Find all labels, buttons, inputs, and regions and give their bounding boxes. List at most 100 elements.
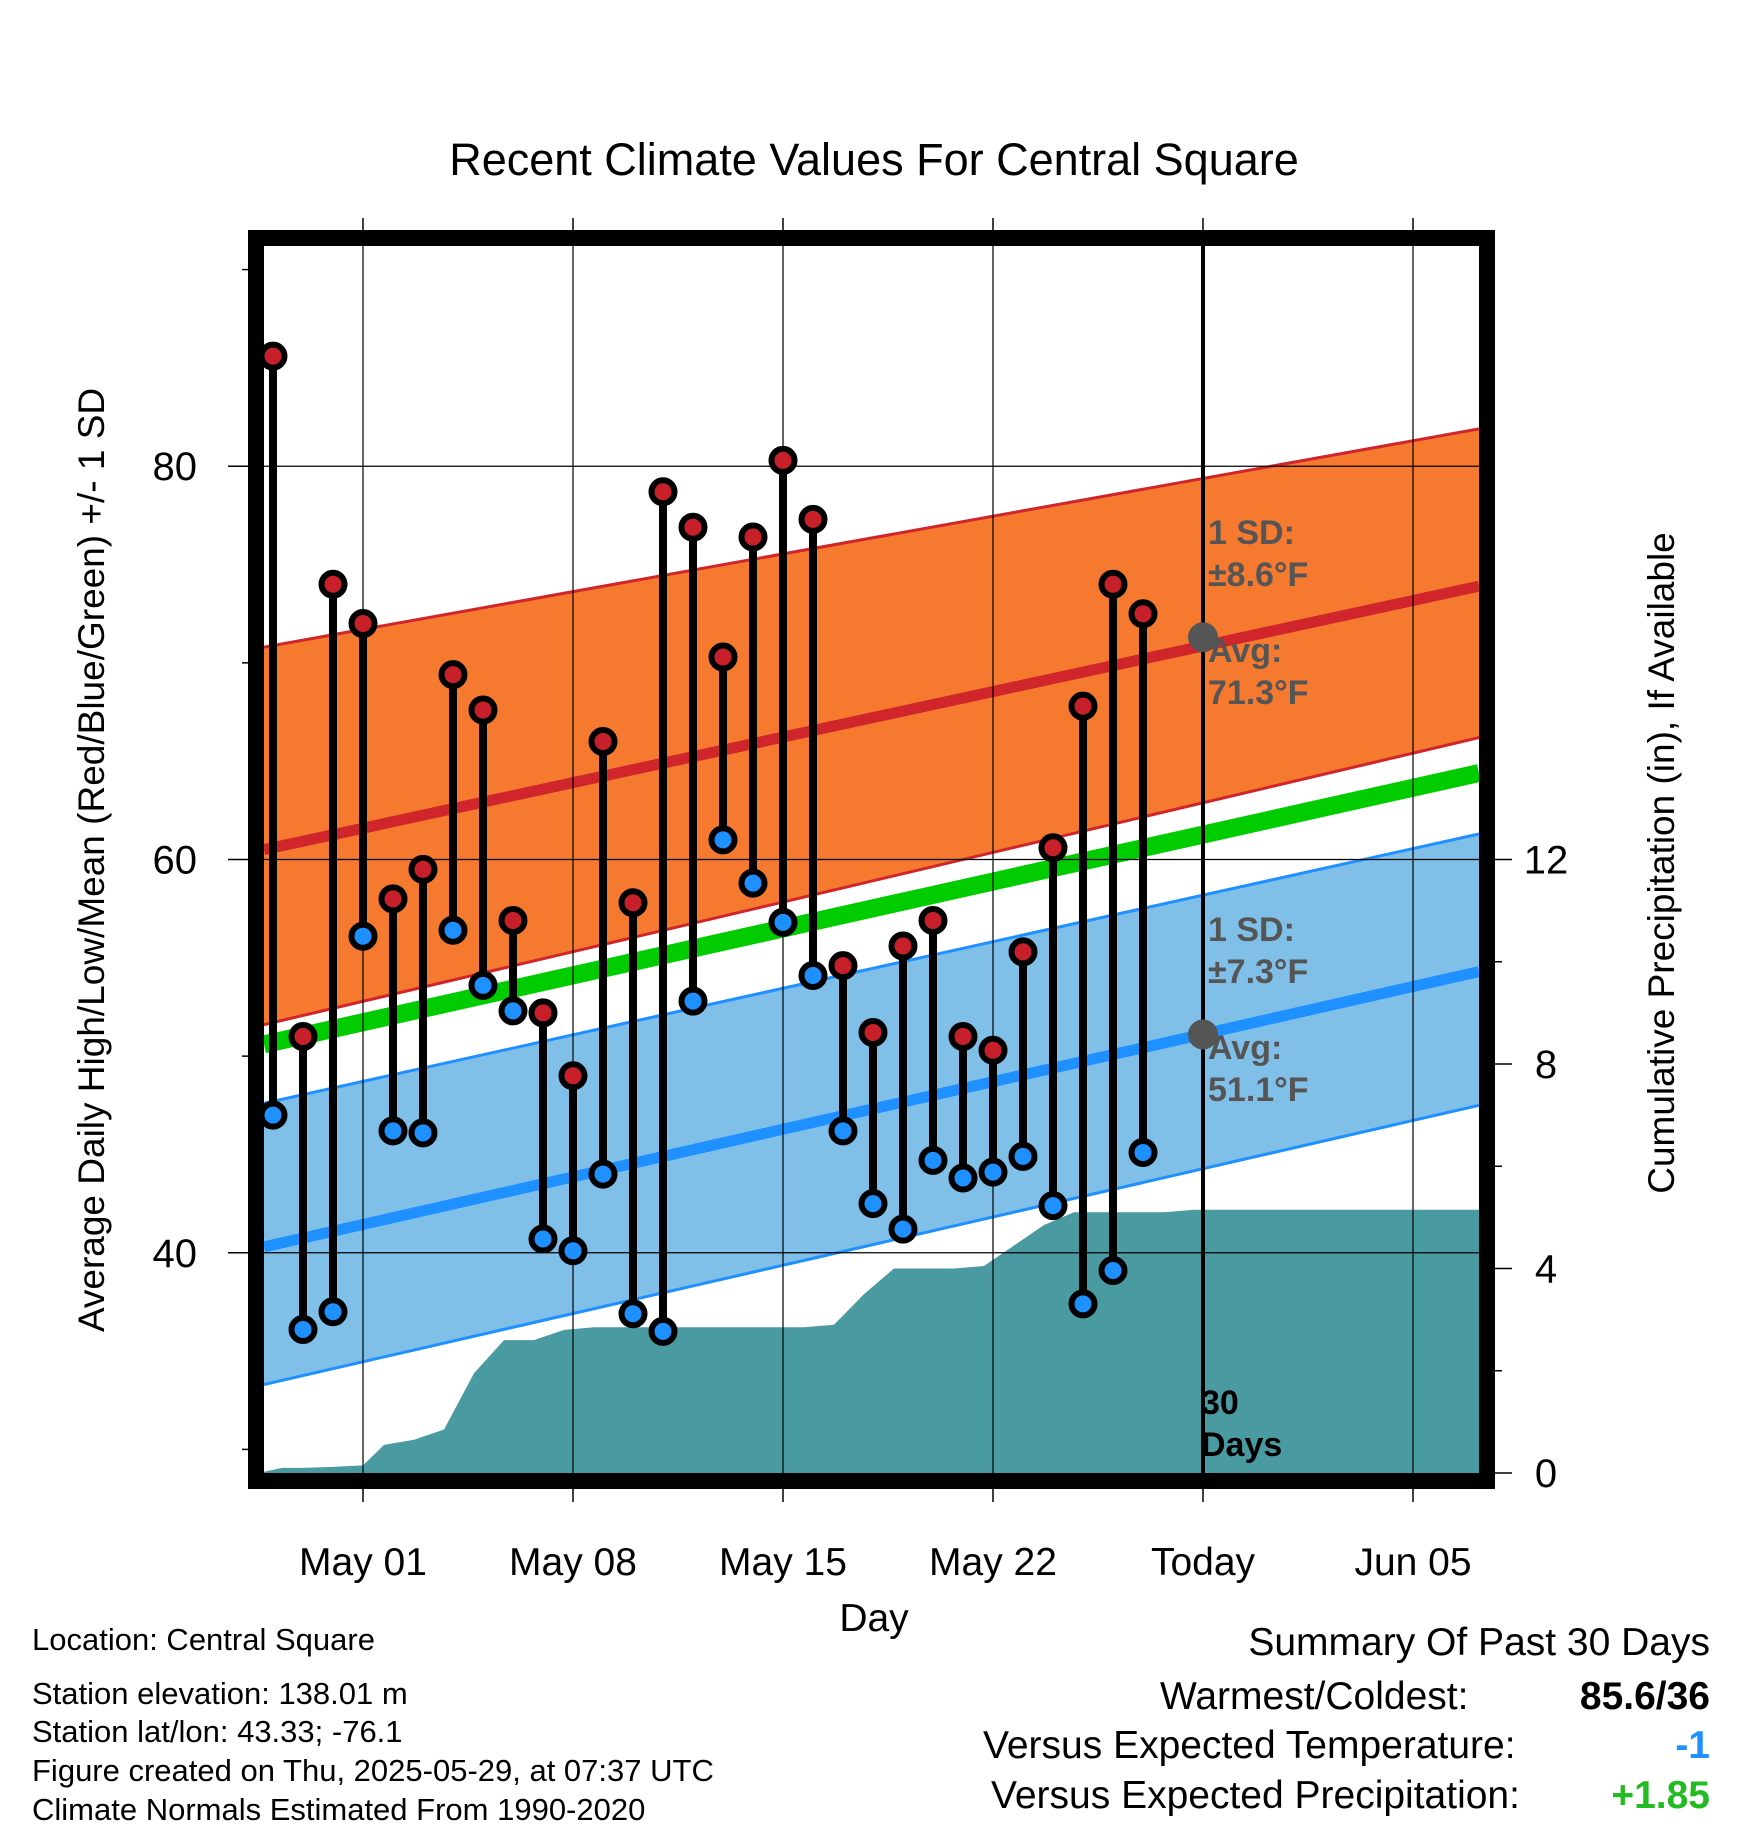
low-point-10	[558, 1236, 588, 1266]
high-point-13	[648, 477, 678, 507]
high-point-4	[378, 884, 408, 914]
low-point-16	[738, 868, 768, 898]
high-point-17	[768, 445, 798, 475]
x-axis-label: Day	[839, 1597, 909, 1640]
low-point-14	[678, 986, 708, 1016]
high-point-26	[1038, 833, 1068, 863]
x-tick-label-0: May 01	[299, 1541, 427, 1584]
high-sd-upper-line	[264, 427, 1479, 649]
high-sd-lower-line	[264, 736, 1479, 1027]
low-point-0	[264, 1100, 288, 1130]
summary-temp-label: Versus Expected Temperature:	[983, 1724, 1516, 1767]
high-point-20	[858, 1018, 888, 1048]
x-tick-label-1: May 08	[509, 1541, 637, 1584]
footer-elevation: Station elevation: 138.01 m	[32, 1676, 408, 1711]
low-point-28	[1098, 1255, 1128, 1285]
footer-latlon: Station lat/lon: 43.33; -76.1	[32, 1714, 403, 1749]
high-point-16	[738, 522, 768, 552]
low-point-27	[1068, 1289, 1098, 1319]
low-point-23	[948, 1163, 978, 1193]
summary-precip-label: Versus Expected Precipitation:	[991, 1774, 1520, 1817]
footer-created: Figure created on Thu, 2025-05-29, at 07…	[32, 1753, 714, 1788]
low-point-20	[858, 1189, 888, 1219]
low-point-29	[1128, 1137, 1158, 1167]
high-avg-label-line1: Avg:	[1208, 632, 1282, 670]
precip-area	[264, 1209, 1479, 1473]
high-avg-label-line2: 71.3°F	[1208, 674, 1309, 712]
low-sd-label-line2: ±7.3°F	[1208, 953, 1308, 991]
high-point-5	[408, 854, 438, 884]
today-high-avg-marker	[1188, 622, 1218, 653]
low-point-21	[888, 1214, 918, 1244]
high-point-2	[318, 569, 348, 599]
y2-tick-label-3: 12	[1524, 839, 1569, 883]
summary-precip-value: +1.85	[1611, 1774, 1710, 1817]
y-tick-label-2: 80	[153, 445, 198, 489]
low-point-8	[498, 996, 528, 1026]
x-tick-label-4: Today	[1151, 1541, 1256, 1584]
high-point-10	[558, 1061, 588, 1091]
high-point-24	[978, 1035, 1008, 1065]
low-sd-upper-line	[264, 832, 1479, 1105]
low-point-13	[648, 1316, 678, 1346]
days-label-line1: 30	[1201, 1384, 1239, 1422]
low-point-15	[708, 825, 738, 855]
summary-temp-value: -1	[1675, 1724, 1710, 1767]
high-point-12	[618, 888, 648, 918]
plot-frame	[248, 230, 1495, 1489]
y2-tick-label-0: 0	[1535, 1452, 1557, 1496]
low-point-3	[348, 921, 378, 951]
low-point-1	[288, 1314, 318, 1344]
x-tick-label-3: May 22	[929, 1541, 1057, 1584]
low-point-26	[1038, 1191, 1068, 1221]
y2-tick-label-2: 8	[1535, 1043, 1557, 1087]
today-low-avg-marker	[1188, 1019, 1218, 1050]
high-sd-band	[264, 428, 1479, 1025]
low-point-2	[318, 1297, 348, 1327]
low-point-12	[618, 1299, 648, 1329]
high-sd-label-line2: ±8.6°F	[1208, 556, 1308, 594]
low-point-17	[768, 907, 798, 937]
y2-tick-label-1: 4	[1535, 1248, 1557, 1292]
plot-inner: 1 SD: ±8.6°F Avg: 71.3°F 1 SD: ±7.3°F Avg: 51.1…	[264, 246, 1479, 1473]
low-point-22	[918, 1145, 948, 1175]
y-tick-label-0: 40	[153, 1232, 198, 1276]
high-point-18	[798, 504, 828, 534]
low-avg-label-line2: 51.1°F	[1208, 1071, 1309, 1109]
high-point-29	[1128, 599, 1158, 629]
y-tick-label-1: 60	[153, 839, 198, 883]
high-point-25	[1008, 937, 1038, 967]
low-sd-lower-line	[264, 1103, 1479, 1386]
plot-area: 1 SD: ±8.6°F Avg: 71.3°F 1 SD: ±7.3°F Avg: 51.1…	[153, 218, 1569, 1584]
low-point-4	[378, 1116, 408, 1146]
high-point-1	[288, 1021, 318, 1051]
high-point-8	[498, 905, 528, 935]
y2-axis-label: Cumulative Precipitation (in), If Availa…	[1641, 532, 1682, 1194]
low-sd-label-line1: 1 SD:	[1208, 911, 1295, 949]
footer-location: Location: Central Square	[32, 1622, 375, 1657]
days-label-line2: Days	[1201, 1426, 1282, 1464]
low-avg-label-line1: Avg:	[1208, 1029, 1282, 1067]
high-mean-line	[264, 580, 1479, 856]
high-point-19	[828, 951, 858, 981]
high-point-9	[528, 998, 558, 1028]
low-point-25	[1008, 1141, 1038, 1171]
low-point-24	[978, 1157, 1008, 1187]
high-point-22	[918, 905, 948, 935]
high-point-14	[678, 512, 708, 542]
low-point-9	[528, 1224, 558, 1254]
high-sd-label-line1: 1 SD:	[1208, 514, 1295, 552]
x-tick-label-2: May 15	[719, 1541, 847, 1584]
high-point-15	[708, 642, 738, 672]
low-point-7	[468, 970, 498, 1000]
low-point-5	[408, 1118, 438, 1148]
high-point-0	[264, 341, 288, 371]
high-point-3	[348, 609, 378, 639]
low-point-18	[798, 961, 828, 991]
summary-warmest-label: Warmest/Coldest:	[1160, 1675, 1469, 1718]
high-point-23	[948, 1021, 978, 1051]
footer-normals: Climate Normals Estimated From 1990-2020	[32, 1792, 646, 1827]
high-point-11	[588, 727, 618, 757]
low-point-19	[828, 1116, 858, 1146]
